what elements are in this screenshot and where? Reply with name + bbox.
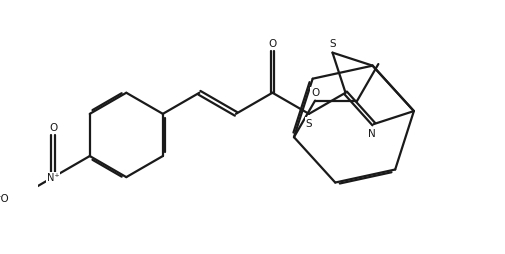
Text: S: S: [305, 119, 312, 129]
Text: N: N: [367, 129, 375, 139]
Text: O: O: [49, 123, 57, 133]
Text: O: O: [311, 88, 319, 98]
Text: N⁺: N⁺: [47, 172, 60, 182]
Text: ⁻O: ⁻O: [0, 194, 9, 203]
Text: O: O: [268, 39, 276, 49]
Text: S: S: [329, 39, 335, 49]
